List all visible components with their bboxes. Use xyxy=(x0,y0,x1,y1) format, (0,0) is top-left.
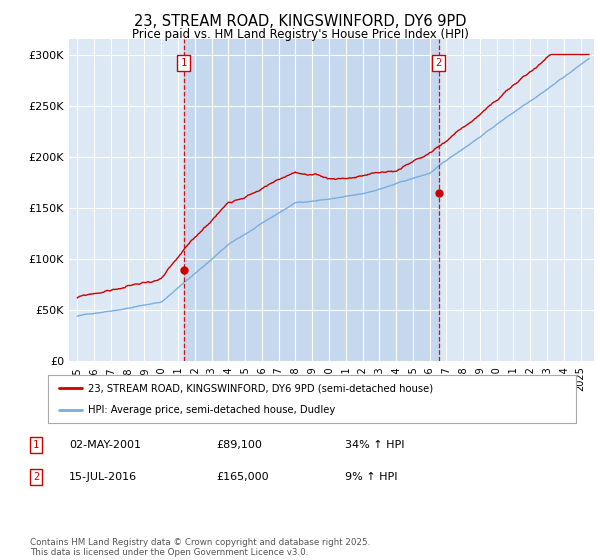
Bar xyxy=(184,39,439,361)
Text: 34% ↑ HPI: 34% ↑ HPI xyxy=(345,440,404,450)
Text: £89,100: £89,100 xyxy=(216,440,262,450)
Text: 23, STREAM ROAD, KINGSWINFORD, DY6 9PD: 23, STREAM ROAD, KINGSWINFORD, DY6 9PD xyxy=(134,14,466,29)
Text: Price paid vs. HM Land Registry's House Price Index (HPI): Price paid vs. HM Land Registry's House … xyxy=(131,28,469,41)
Text: £165,000: £165,000 xyxy=(216,472,269,482)
Text: 23, STREAM ROAD, KINGSWINFORD, DY6 9PD (semi-detached house): 23, STREAM ROAD, KINGSWINFORD, DY6 9PD (… xyxy=(88,383,433,393)
Text: HPI: Average price, semi-detached house, Dudley: HPI: Average price, semi-detached house,… xyxy=(88,405,335,415)
Text: 1: 1 xyxy=(33,440,39,450)
Text: 02-MAY-2001: 02-MAY-2001 xyxy=(69,440,141,450)
Text: 2: 2 xyxy=(33,472,39,482)
Text: Contains HM Land Registry data © Crown copyright and database right 2025.
This d: Contains HM Land Registry data © Crown c… xyxy=(30,538,370,557)
Text: 1: 1 xyxy=(181,58,187,68)
Text: 15-JUL-2016: 15-JUL-2016 xyxy=(69,472,137,482)
Text: 2: 2 xyxy=(436,58,442,68)
Text: 9% ↑ HPI: 9% ↑ HPI xyxy=(345,472,398,482)
